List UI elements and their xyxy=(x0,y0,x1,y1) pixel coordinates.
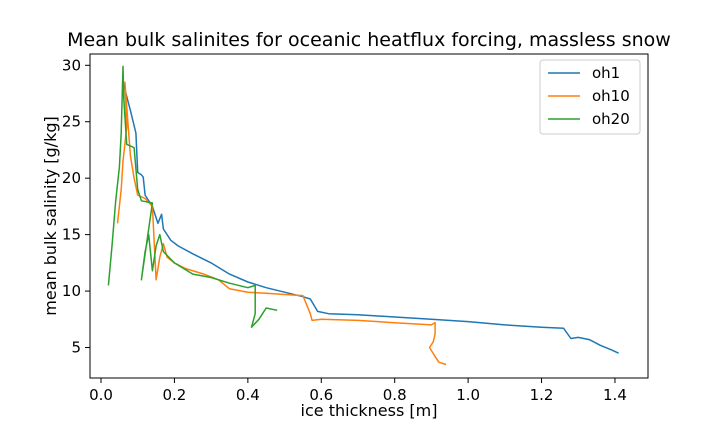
y-tick-label: 15 xyxy=(62,226,81,244)
y-tick-label: 10 xyxy=(62,282,81,300)
series-line-oh1 xyxy=(122,82,619,354)
legend-label-oh1: oh1 xyxy=(592,64,620,82)
legend: oh1 oh10 oh20 xyxy=(539,59,641,135)
series-layer xyxy=(107,65,619,366)
legend-label-oh10: oh10 xyxy=(592,87,630,105)
legend-items: oh1 oh10 oh20 xyxy=(548,64,630,128)
chart-title: Mean bulk salinites for oceanic heatflux… xyxy=(67,29,671,51)
y-tick-label: 25 xyxy=(62,113,81,131)
x-axis: 0.0 0.2 0.4 0.6 0.8 1.0 1.2 1.4 xyxy=(89,378,627,404)
x-tick-label: 0.4 xyxy=(236,386,260,404)
x-tick-label: 0.6 xyxy=(309,386,333,404)
legend-label-oh20: oh20 xyxy=(592,110,630,128)
x-axis-label: ice thickness [m] xyxy=(301,401,438,420)
y-axis: 5 10 15 20 25 30 xyxy=(62,56,90,357)
legend-frame xyxy=(539,59,641,135)
plot-frame xyxy=(89,53,649,379)
x-tick-label: 0.0 xyxy=(89,386,113,404)
x-tick-label: 1.4 xyxy=(603,386,627,404)
x-tick-label: 0.2 xyxy=(163,386,187,404)
series-line-oh10 xyxy=(116,81,447,366)
y-axis-label: mean bulk salinity [g/kg] xyxy=(41,116,60,315)
x-tick-label: 1.0 xyxy=(456,386,480,404)
y-tick-label: 5 xyxy=(71,339,81,357)
x-tick-label: 0.8 xyxy=(383,386,407,404)
y-tick-label: 20 xyxy=(62,169,81,187)
x-tick-label: 1.2 xyxy=(530,386,554,404)
y-tick-label: 30 xyxy=(62,56,81,74)
series-line-oh20 xyxy=(107,65,278,328)
